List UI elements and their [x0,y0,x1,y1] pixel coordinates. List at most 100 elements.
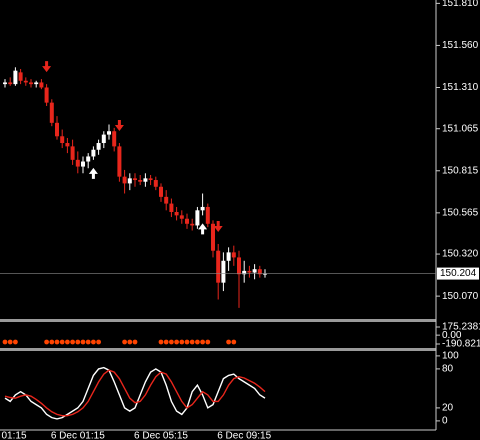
signal-dot [127,339,133,345]
candle-body [101,134,106,144]
candle-body [107,131,111,135]
candle-body [221,260,226,283]
signal-dot [195,339,200,345]
y-tick-label: 151.065 [442,123,479,134]
buy-arrow [88,167,98,179]
x-tick-label: 6 Dec 09:15 [217,431,271,440]
candle-body [23,80,28,83]
signal-dot [158,339,164,345]
candle-body [86,156,91,162]
signal-dot [91,339,96,345]
candle-body [81,161,85,167]
y-tick-label: 80 [442,364,454,375]
y-tick-label: 151.560 [442,40,479,51]
candle-body [179,215,184,219]
y-tick-label: 150.565 [442,207,479,218]
candle-body [34,82,39,85]
y-tick-label: 150.815 [442,165,479,176]
candle-body [247,270,252,273]
candle-body [3,82,7,85]
candle-body [164,196,169,204]
signal-dot [13,339,18,345]
candle-body [211,223,215,251]
candle-body [44,87,49,103]
signal-dot [122,339,127,345]
candle-body [133,178,137,181]
candle-body [96,143,101,150]
candle-body [205,206,210,224]
y-tick-label: 0.00 [442,330,462,341]
candle-body [91,149,96,157]
candle-body [185,218,189,224]
candle-body [174,212,179,216]
candle-body [257,269,262,275]
signal-dot [184,339,190,345]
buy-arrow [198,223,208,235]
signal-dot [65,339,70,345]
candle-body [18,72,23,81]
candle-body [231,252,236,258]
last-price-box [437,267,479,280]
signal-dot [7,339,13,345]
signal-dot [80,339,86,345]
signal-dot [49,339,55,345]
oscillator-line [4,366,266,420]
signal-dot [59,339,65,345]
candle-body [216,250,221,283]
candle-body [143,178,148,182]
x-tick-label: 6 Dec 01:15 [51,431,105,440]
panel-separator [0,348,436,351]
candle-body [159,186,163,197]
y-tick-label: -190.821 [442,339,480,350]
y-tick-label: 100 [442,351,459,362]
y-tick-label: 150.070 [442,291,479,302]
candle-body [226,252,231,261]
candle-body [200,206,205,211]
oscillator-line [4,369,266,417]
candle-body [138,180,143,182]
candle-body [112,131,117,147]
candle-body [55,122,59,137]
x-tick-label: 6 Dec 05:15 [134,431,188,440]
signal-dot [200,339,206,345]
signal-dot [2,339,8,345]
signal-dot [163,339,169,345]
last-price-label: 150.204 [440,268,477,279]
signal-dot [169,339,174,345]
candle-body [153,180,158,187]
sell-arrow [213,220,223,232]
y-tick-label: 150.320 [442,249,479,260]
candle-body [75,159,80,167]
sell-arrow [42,61,52,73]
signal-dot [96,339,101,345]
signal-dot [44,339,49,345]
candle-body [263,273,267,275]
candle-body [60,136,65,144]
candle-body [237,257,241,275]
signal-dot [54,339,60,345]
signal-dot [179,339,185,345]
candle-body [195,210,200,226]
candle-body [70,146,75,160]
candle-body [252,269,257,273]
signal-dot [226,339,232,345]
candle-body [122,176,127,184]
candle-body [169,203,174,212]
signal-dot [85,339,91,345]
candle-body [127,178,132,184]
candle-body [13,70,18,85]
signal-dot [231,339,237,345]
candle-body [117,146,122,177]
y-tick-label: 151.310 [442,82,479,93]
y-tick-label: 175.2381 [442,322,480,333]
candle-body [242,270,247,275]
signal-dot [174,339,180,345]
signal-dot [70,339,75,345]
candle-body [65,143,70,147]
signal-dot [75,339,81,345]
x-tick-label: 01:15 [1,431,26,440]
panel-separator [0,319,436,322]
